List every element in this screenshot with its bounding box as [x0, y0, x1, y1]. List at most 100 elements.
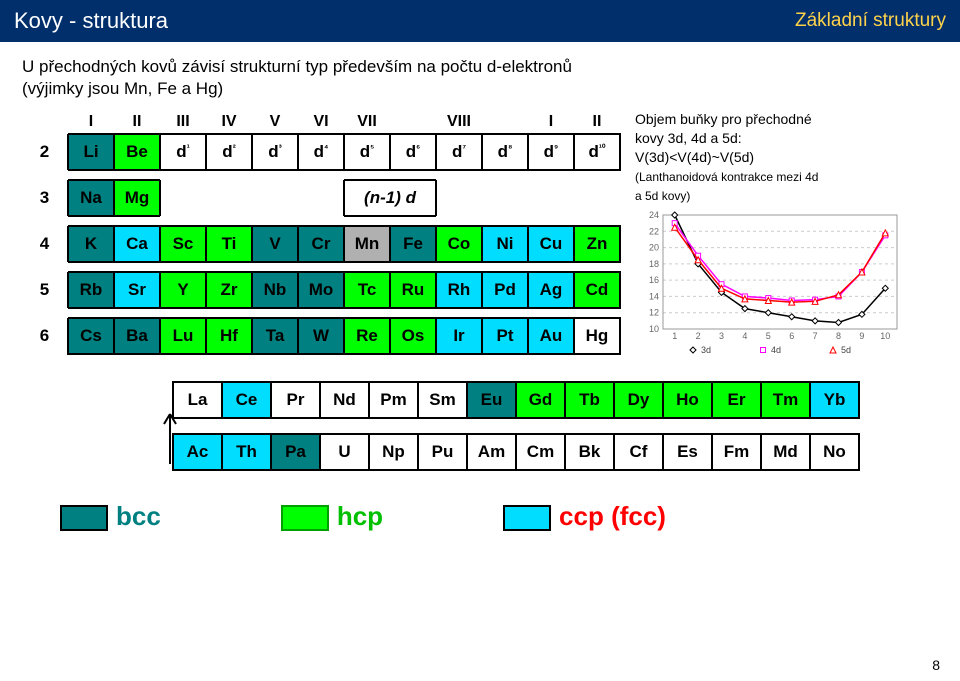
legend-hcp: hcp — [281, 501, 383, 532]
cell: Am — [467, 434, 516, 470]
cell: Co — [436, 226, 482, 262]
cell — [390, 216, 436, 226]
intro-line1: U přechodných kovů závisí strukturní typ… — [22, 57, 572, 76]
cell: d⁸ — [482, 134, 528, 170]
cell — [298, 262, 344, 272]
cell: Hg — [574, 318, 620, 354]
cell: (n-1) d — [344, 180, 436, 216]
side-panel: Objem buňky pro přechodné kovy 3d, 4d a … — [635, 110, 925, 358]
cell: Pt — [482, 318, 528, 354]
cell — [252, 216, 298, 226]
svg-text:22: 22 — [649, 226, 659, 236]
structure-legend: bcc hcp ccp (fcc) — [60, 501, 960, 532]
cell: Pr — [271, 382, 320, 418]
cell: Es — [663, 434, 712, 470]
cell: II — [114, 110, 160, 134]
cell: Ni — [482, 226, 528, 262]
svg-text:1: 1 — [672, 331, 677, 341]
cell — [482, 180, 528, 216]
intro-text: U přechodných kovů závisí strukturní typ… — [22, 56, 960, 100]
cell — [436, 180, 482, 216]
cell — [663, 418, 712, 434]
svg-text:18: 18 — [649, 258, 659, 268]
cell: Tm — [761, 382, 810, 418]
svg-text:5: 5 — [766, 331, 771, 341]
cell: 3 — [22, 180, 68, 216]
cell: d¹ — [160, 134, 206, 170]
cell: Cs — [68, 318, 114, 354]
cell: Eu — [467, 382, 516, 418]
cell: Na — [68, 180, 114, 216]
cell: Md — [761, 434, 810, 470]
svg-text:8: 8 — [836, 331, 841, 341]
cell — [160, 308, 206, 318]
lanthanide-actinide-table: LaCePrNdPmSmEuGdTbDyHoErTmYbAcThPaUNpPuA… — [172, 381, 860, 471]
cell: d³ — [252, 134, 298, 170]
cell: Rh — [436, 272, 482, 308]
periodic-table: IIIIIIIVVVIVIIVIIIIII2LiBed¹d²d³d⁴d⁵d⁶d⁷… — [22, 110, 621, 355]
cell — [68, 308, 114, 318]
cell — [114, 308, 160, 318]
cell: W — [298, 318, 344, 354]
svg-text:3d: 3d — [701, 345, 711, 355]
cell — [298, 308, 344, 318]
legend-ccp: ccp (fcc) — [503, 501, 666, 532]
cell: Np — [369, 434, 418, 470]
cell: Re — [344, 318, 390, 354]
cell: Cr — [298, 226, 344, 262]
legend-bcc: bcc — [60, 501, 161, 532]
cell: Y — [160, 272, 206, 308]
cell: d⁶ — [390, 134, 436, 170]
cell — [482, 262, 528, 272]
svg-text:9: 9 — [859, 331, 864, 341]
cell: IV — [206, 110, 252, 134]
cell — [528, 216, 574, 226]
cell — [390, 308, 436, 318]
cell — [565, 418, 614, 434]
cell — [712, 418, 761, 434]
svg-text:6: 6 — [789, 331, 794, 341]
svg-text:12: 12 — [649, 307, 659, 317]
cell — [114, 170, 160, 180]
cell: Dy — [614, 382, 663, 418]
lanthanide-arrow — [150, 404, 190, 474]
cell: Th — [222, 434, 271, 470]
cell — [298, 180, 344, 216]
cell: No — [810, 434, 859, 470]
cell — [206, 308, 252, 318]
svg-text:14: 14 — [649, 291, 659, 301]
cell — [418, 418, 467, 434]
cell: Yb — [810, 382, 859, 418]
cell: Ta — [252, 318, 298, 354]
cell: Pm — [369, 382, 418, 418]
cell: Sm — [418, 382, 467, 418]
cell — [22, 110, 68, 134]
cell: V — [252, 226, 298, 262]
cell: Hf — [206, 318, 252, 354]
cell: Pa — [271, 434, 320, 470]
cell: VI — [298, 110, 344, 134]
cell — [344, 262, 390, 272]
cell: 5 — [22, 272, 68, 308]
cell: Ce — [222, 382, 271, 418]
cell — [206, 216, 252, 226]
side-text: Objem buňky pro přechodné kovy 3d, 4d a … — [635, 110, 925, 204]
cell: Li — [68, 134, 114, 170]
svg-text:10: 10 — [880, 331, 890, 341]
cell — [252, 170, 298, 180]
svg-text:24: 24 — [649, 211, 659, 220]
cell: V — [252, 110, 298, 134]
cell — [369, 418, 418, 434]
cell — [22, 262, 68, 272]
cell — [298, 216, 344, 226]
cell: Ca — [114, 226, 160, 262]
cell — [160, 170, 206, 180]
cell — [298, 170, 344, 180]
cell — [22, 216, 68, 226]
cell: d⁷ — [436, 134, 482, 170]
svg-text:16: 16 — [649, 275, 659, 285]
cell: Ag — [528, 272, 574, 308]
svg-text:4: 4 — [742, 331, 747, 341]
cell: Fm — [712, 434, 761, 470]
cell — [614, 418, 663, 434]
